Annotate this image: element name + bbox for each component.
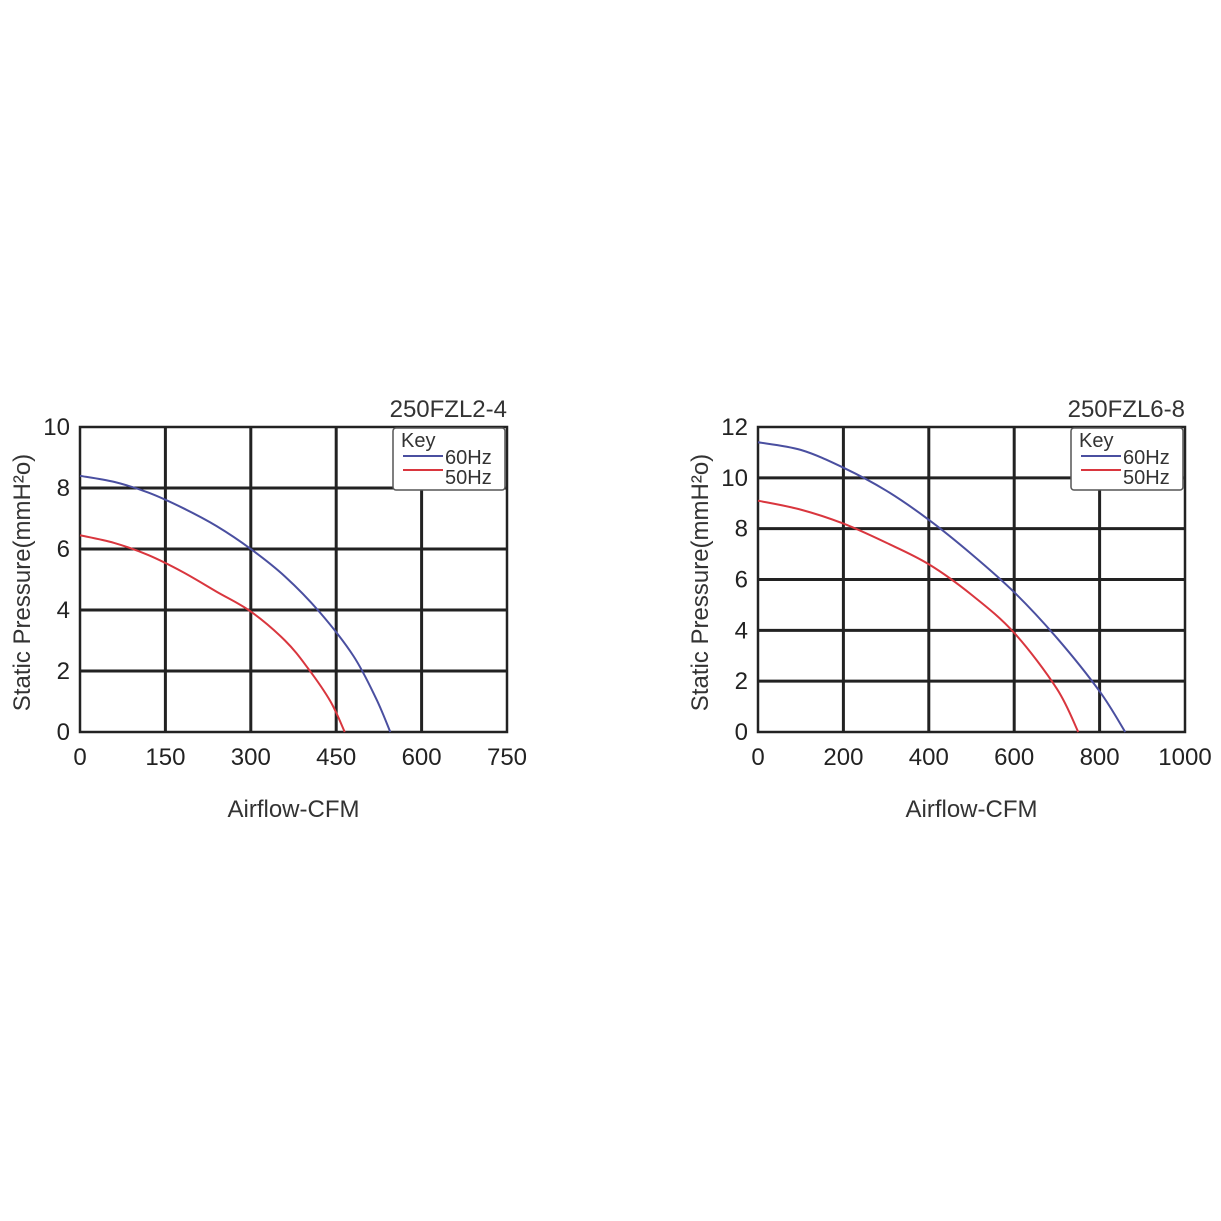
x-tick-label: 800 bbox=[1080, 744, 1120, 771]
legend-item-label: 60Hz bbox=[1123, 447, 1170, 469]
x-tick-label: 200 bbox=[823, 744, 863, 771]
x-tick-label: 0 bbox=[751, 744, 764, 771]
legend-item-label: 60Hz bbox=[445, 447, 492, 469]
chart-title: 250FZL6-8 bbox=[1068, 396, 1185, 423]
y-tick-label: 12 bbox=[721, 414, 748, 441]
y-tick-label: 0 bbox=[57, 719, 70, 746]
series-line-50hz bbox=[757, 499, 1080, 733]
y-tick-label: 4 bbox=[57, 597, 70, 624]
x-tick-label: 300 bbox=[231, 744, 271, 771]
plot-frame bbox=[756, 425, 1187, 734]
chart-svg: 0 2 4 6 8 10 0 150 300 450 600 750 Airflow-CFM Static… bbox=[9, 396, 527, 823]
y-tick-label: 6 bbox=[735, 567, 748, 594]
chart-svg: 0 2 4 6 8 10 12 0 200 400 600 800 1000 Airflow-CFM Sta… bbox=[687, 396, 1212, 823]
y-axis-label: Static Pressure(mmH²o) bbox=[9, 454, 36, 711]
series-line-60hz bbox=[79, 474, 392, 733]
x-axis-label: Airflow-CFM bbox=[906, 796, 1038, 823]
y-tick-label: 8 bbox=[57, 475, 70, 502]
x-tick-label: 600 bbox=[402, 744, 442, 771]
y-tick-label: 8 bbox=[735, 516, 748, 543]
chart-title: 250FZL2-4 bbox=[390, 396, 507, 423]
y-tick-label: 2 bbox=[57, 658, 70, 685]
x-tick-label: 450 bbox=[316, 744, 356, 771]
legend-item-label: 50Hz bbox=[445, 467, 492, 489]
y-axis-label: Static Pressure(mmH²o) bbox=[687, 454, 714, 711]
y-tick-label: 4 bbox=[735, 617, 748, 644]
y-tick-label: 2 bbox=[735, 668, 748, 695]
legend-title: Key bbox=[401, 430, 435, 452]
x-tick-label: 400 bbox=[909, 744, 949, 771]
series-line-60hz bbox=[757, 441, 1127, 733]
x-tick-label: 0 bbox=[73, 744, 86, 771]
legend-title: Key bbox=[1079, 430, 1113, 452]
x-axis-label: Airflow-CFM bbox=[228, 796, 360, 823]
legend-box bbox=[392, 427, 506, 491]
y-tick-label: 10 bbox=[43, 414, 70, 441]
legend-item-label: 50Hz bbox=[1123, 467, 1170, 489]
legend-box bbox=[1070, 427, 1184, 491]
chart-250fzl2-4: 0 2 4 6 8 10 0 150 300 450 600 750 Airflow-CFM Static… bbox=[0, 380, 560, 850]
y-tick-label: 0 bbox=[735, 719, 748, 746]
x-tick-label: 600 bbox=[994, 744, 1034, 771]
x-tick-label: 750 bbox=[487, 744, 527, 771]
x-tick-label: 150 bbox=[145, 744, 185, 771]
series-line-50hz bbox=[79, 534, 346, 733]
chart-250fzl6-8: 0 2 4 6 8 10 12 0 200 400 600 800 1000 Airflow-CFM Sta… bbox=[678, 380, 1221, 850]
plot-frame bbox=[78, 425, 509, 734]
y-tick-label: 6 bbox=[57, 536, 70, 563]
x-tick-label: 1000 bbox=[1158, 744, 1211, 771]
y-tick-label: 10 bbox=[721, 465, 748, 492]
